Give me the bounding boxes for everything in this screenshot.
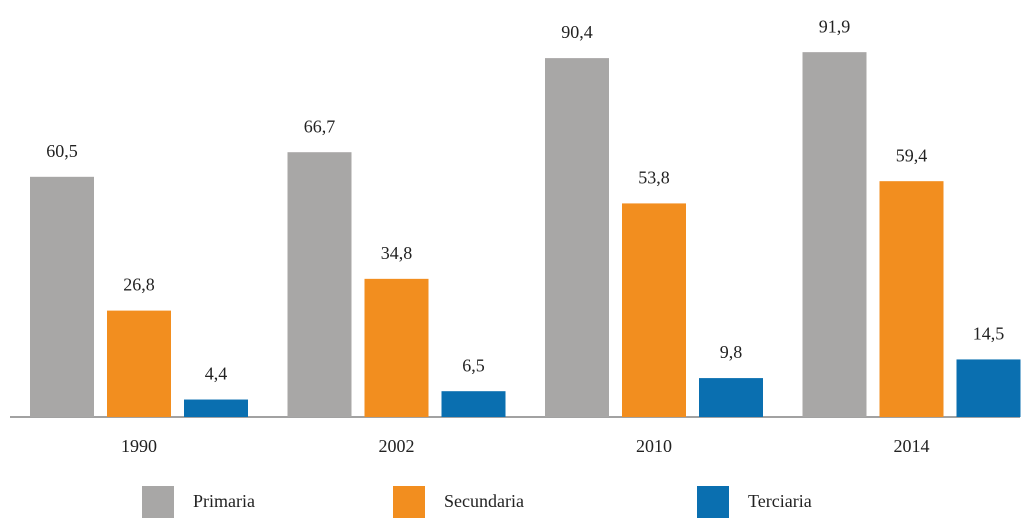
bar — [622, 203, 686, 417]
x-tick-label: 2014 — [894, 436, 930, 456]
legend-swatch — [142, 486, 174, 518]
bar — [699, 378, 763, 417]
x-tick-label: 2010 — [636, 436, 672, 456]
bar — [802, 52, 867, 417]
legend-label: Terciaria — [748, 491, 812, 511]
data-label: 14,5 — [973, 324, 1005, 344]
data-label: 66,7 — [304, 116, 336, 136]
data-label: 53,8 — [638, 168, 670, 188]
bar — [30, 176, 94, 417]
data-label: 6,5 — [462, 355, 485, 375]
legend-label: Primaria — [193, 491, 255, 511]
data-label: 90,4 — [561, 22, 593, 42]
bar — [107, 310, 171, 417]
bar — [879, 181, 944, 417]
data-label: 26,8 — [123, 275, 155, 295]
data-label: 60,5 — [46, 141, 78, 161]
data-label: 9,8 — [720, 342, 743, 362]
data-label: 34,8 — [381, 243, 413, 263]
legend-swatch — [393, 486, 425, 518]
data-label: 4,4 — [205, 364, 228, 384]
x-tick-label: 2002 — [379, 436, 415, 456]
data-label: 91,9 — [819, 16, 851, 36]
bar — [545, 58, 609, 417]
bar — [364, 278, 429, 417]
bar — [441, 391, 506, 417]
bar — [956, 359, 1021, 417]
bar — [287, 152, 352, 418]
x-tick-label: 1990 — [121, 436, 157, 456]
legend-label: Secundaria — [444, 491, 524, 511]
bar — [184, 399, 248, 417]
legend-swatch — [697, 486, 729, 518]
data-label: 59,4 — [896, 145, 928, 165]
